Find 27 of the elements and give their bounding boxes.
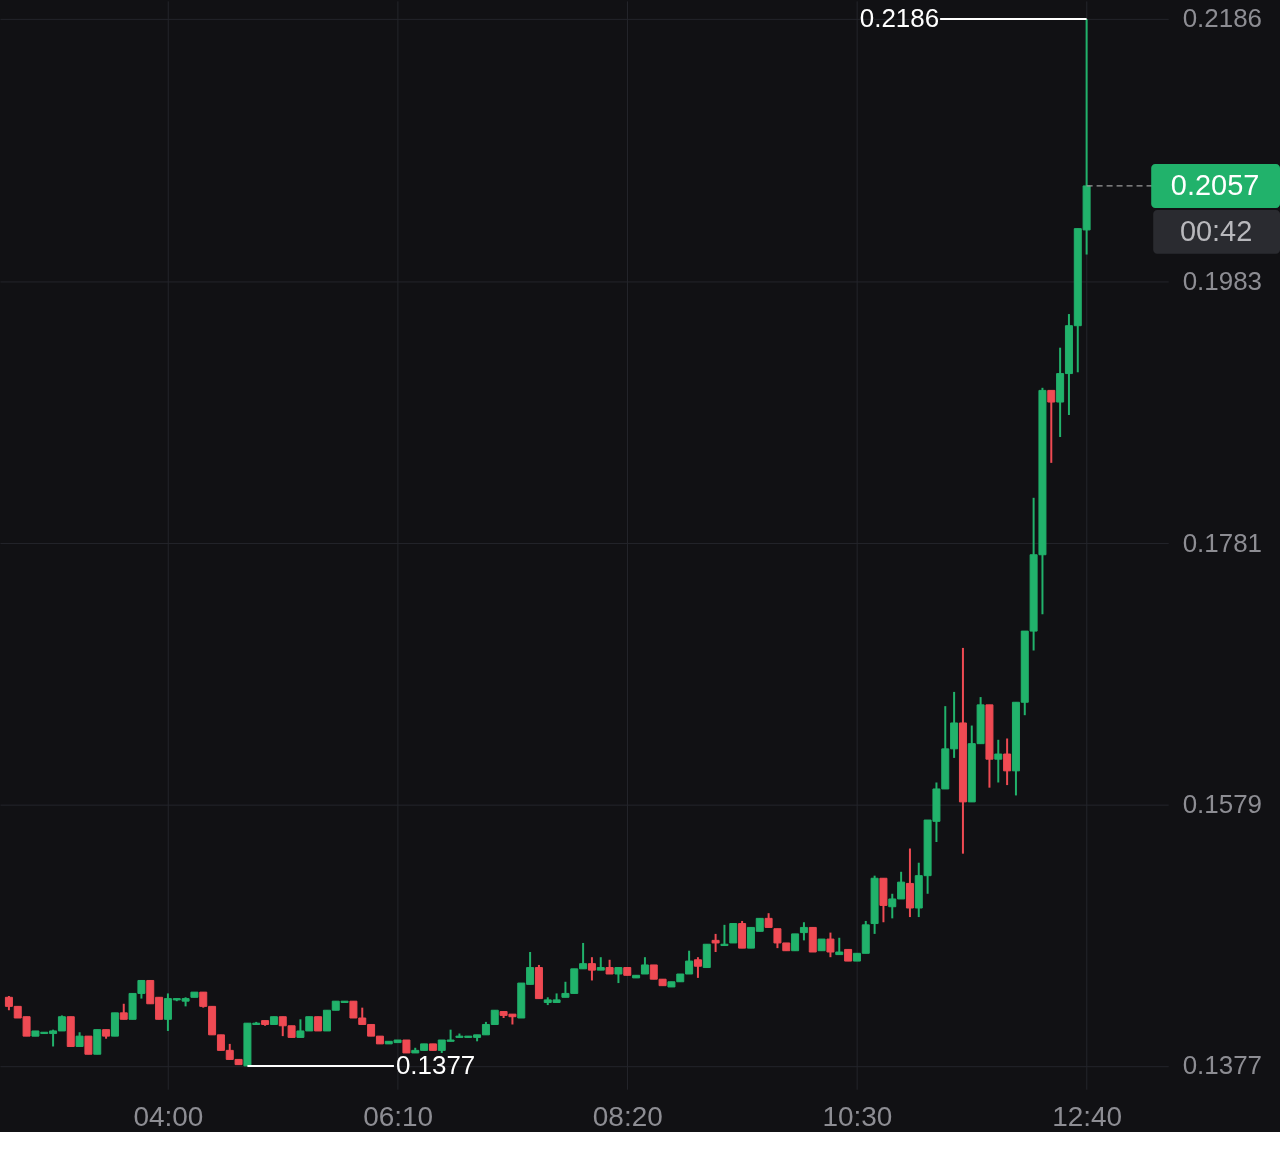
y-tick-label: 0.1579: [1182, 789, 1262, 818]
annotation: 0.2186: [859, 3, 940, 32]
candlestick: [1003, 737, 1012, 787]
candlestick: [994, 738, 1003, 784]
y-tick-label: 0.1983: [1182, 267, 1262, 296]
y-tick-label: 0.2186: [1182, 4, 1262, 33]
candlestick: [587, 956, 596, 982]
candlestick: [826, 931, 835, 959]
x-tick-label: 06:10: [363, 1100, 434, 1132]
candlestick: [799, 921, 808, 942]
annotation: 0.1377: [395, 1050, 476, 1079]
candlestick: [84, 1035, 93, 1056]
x-tick-label: 08:20: [592, 1100, 663, 1132]
candlestick: [711, 932, 720, 954]
x-tick-label: 04:00: [133, 1100, 204, 1132]
candlestick: [1047, 389, 1056, 464]
candlestick: [720, 923, 729, 947]
y-tick-label: 0.1377: [1182, 1051, 1262, 1080]
ref-line-label: 0.2057: [1170, 168, 1260, 201]
x-tick-label: 10:30: [822, 1100, 893, 1132]
y-tick-label: 0.1781: [1182, 528, 1262, 557]
candlestick: [693, 956, 702, 979]
candlestick: [110, 1011, 119, 1038]
candlestick: [702, 943, 711, 969]
candlestick: [729, 923, 738, 944]
text: 00:42: [1179, 214, 1253, 247]
x-tick-label: 12:40: [1052, 1100, 1123, 1132]
